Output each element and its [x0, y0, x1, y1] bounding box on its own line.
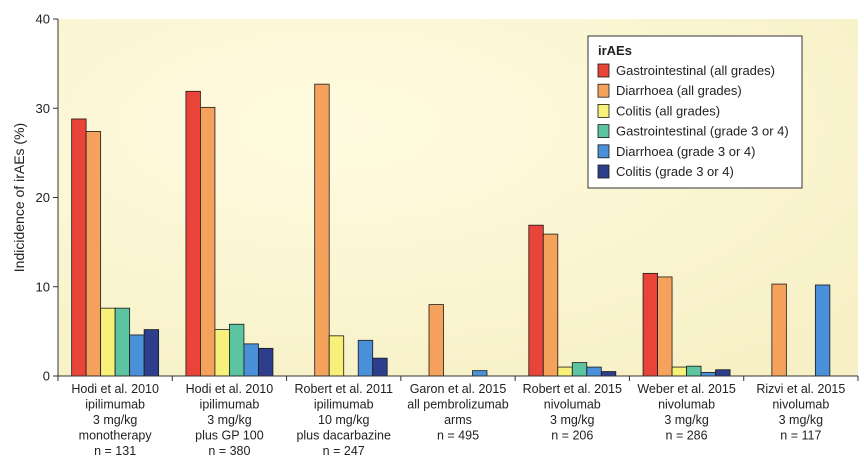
legend-entry: Colitis (all grades) [616, 103, 720, 118]
x-category-label: Hodi et al. 2010 ipilimumab 3 mg/kg plus GP… [186, 382, 274, 458]
bar [100, 307, 116, 377]
legend-swatch [597, 104, 610, 118]
x-category-label-line: nivolumab [658, 398, 715, 412]
x-category-label-line: Robert et al. 2011 [294, 382, 392, 396]
bar [600, 371, 617, 377]
x-category-label-line: n = 495 [437, 429, 479, 443]
bar [528, 224, 544, 377]
x-category-label-line: n = 206 [551, 429, 593, 443]
x-category-label-line: plus GP 100 [195, 429, 264, 443]
x-category-label-line: n = 286 [666, 429, 708, 443]
bar [229, 323, 245, 377]
legend-swatch [597, 63, 610, 78]
x-category-label: Robert et al. 2015 nivolumab 3 mg/kg n = 20… [523, 382, 622, 443]
legend-title: irAEs [598, 43, 632, 58]
x-category-label-line: ipilimumab [200, 398, 260, 412]
x-category-label-line: n = 117 [780, 429, 821, 443]
x-category-label: Garon et al. 2015 all pembrolizumab arms n … [407, 382, 508, 443]
y-tick-label: 0 [43, 369, 50, 384]
x-category-label-line: 3 mg/kg [550, 413, 595, 427]
bar [258, 347, 274, 377]
x-category-label-line: Rizvi et al. 2015 [756, 382, 845, 396]
x-category-label-line: nivolumab [544, 398, 601, 412]
y-tick-label: 30 [36, 101, 50, 116]
bar [129, 334, 145, 377]
bar [472, 370, 488, 377]
x-category-label-line: all pembrolizumab [407, 398, 508, 412]
bar [557, 366, 573, 377]
bar [686, 365, 702, 377]
x-category-label-line: 3 mg/kg [93, 413, 138, 427]
bar [114, 307, 131, 377]
x-category-label-line: plus dacarbazine [296, 429, 391, 443]
bars-layer [71, 83, 831, 377]
bar [571, 362, 588, 377]
bar [372, 357, 388, 377]
x-category-label: Hodi et al. 2010 ipilimumab 3 mg/kg monothe… [71, 382, 159, 458]
legend-swatch [597, 144, 610, 159]
x-category-label-line: Hodi et al. 2010 [186, 382, 274, 396]
y-tick-label: 40 [36, 12, 50, 27]
bar [700, 372, 716, 377]
x-category-label-line: Weber et al. 2015 [637, 382, 735, 396]
x-category-label-line: nivolumab [772, 398, 829, 412]
bar [715, 369, 731, 377]
x-category-label-line: 3 mg/kg [779, 413, 824, 427]
bar [642, 272, 658, 377]
legend-entry: Gastrointestinal (all grades) [616, 63, 775, 78]
x-category-label-line: 3 mg/kg [664, 413, 709, 427]
bar [771, 283, 787, 377]
x-category-label: Rizvi et al. 2015 nivolumab 3 mg/kg n = 117 [756, 382, 845, 443]
bar [657, 276, 673, 377]
legend-box [587, 35, 803, 189]
x-category-label-line: Hodi et al. 2010 [71, 382, 159, 396]
bar [671, 366, 687, 377]
x-category-label-line: n = 380 [208, 444, 250, 458]
bar [328, 335, 345, 377]
legend-entry: Diarrhoea (all grades) [616, 83, 742, 98]
legend: irAEs Gastrointestinal (all grades) Diarrh… [587, 35, 803, 189]
y-axis-label: Indicidence of irAEs (%) [11, 123, 27, 272]
bar [542, 233, 559, 377]
x-category-label: Robert et al. 2011 ipilimumab 10 mg/kg plus… [294, 382, 392, 458]
x-category-label-line: 10 mg/kg [318, 413, 369, 427]
legend-entry: Gastrointestinal (grade 3 or 4) [616, 124, 789, 139]
x-category-label-line: n = 131 [94, 444, 136, 458]
legend-entry: Diarrhoea (grade 3 or 4) [616, 144, 755, 159]
bar [185, 90, 201, 377]
bar [214, 329, 230, 377]
bar [357, 339, 374, 377]
y-tick-label: 20 [36, 190, 50, 205]
x-category-label: Weber et al. 2015 nivolumab 3 mg/kg n = 286 [637, 382, 735, 443]
y-tick-label: 10 [36, 279, 50, 294]
x-category-label-line: Robert et al. 2015 [523, 382, 622, 396]
x-category-label-line: ipilimumab [314, 398, 374, 412]
x-category-label-line: n = 247 [323, 444, 365, 458]
legend-swatch [597, 164, 610, 179]
bar [428, 304, 444, 377]
x-category-label-line: Garon et al. 2015 [410, 382, 507, 396]
bar [586, 366, 602, 377]
bar [85, 131, 102, 377]
bar [143, 329, 160, 377]
bar [314, 83, 330, 377]
axes-layer: 0 10 20 30 40 Indicidence of irAEs (%) Hodi et… [11, 12, 859, 458]
x-category-label-line: 3 mg/kg [207, 413, 252, 427]
bar [200, 106, 216, 377]
bar [243, 343, 259, 377]
bar [71, 118, 87, 377]
x-category-label-line: monotherapy [79, 429, 153, 443]
bar [814, 284, 831, 377]
legend-swatch [597, 124, 610, 138]
x-category-label-line: arms [444, 413, 472, 427]
x-category-label-line: ipilimumab [85, 398, 145, 412]
legend-swatch [597, 83, 610, 98]
legend-entry: Colitis (grade 3 or 4) [616, 164, 734, 179]
